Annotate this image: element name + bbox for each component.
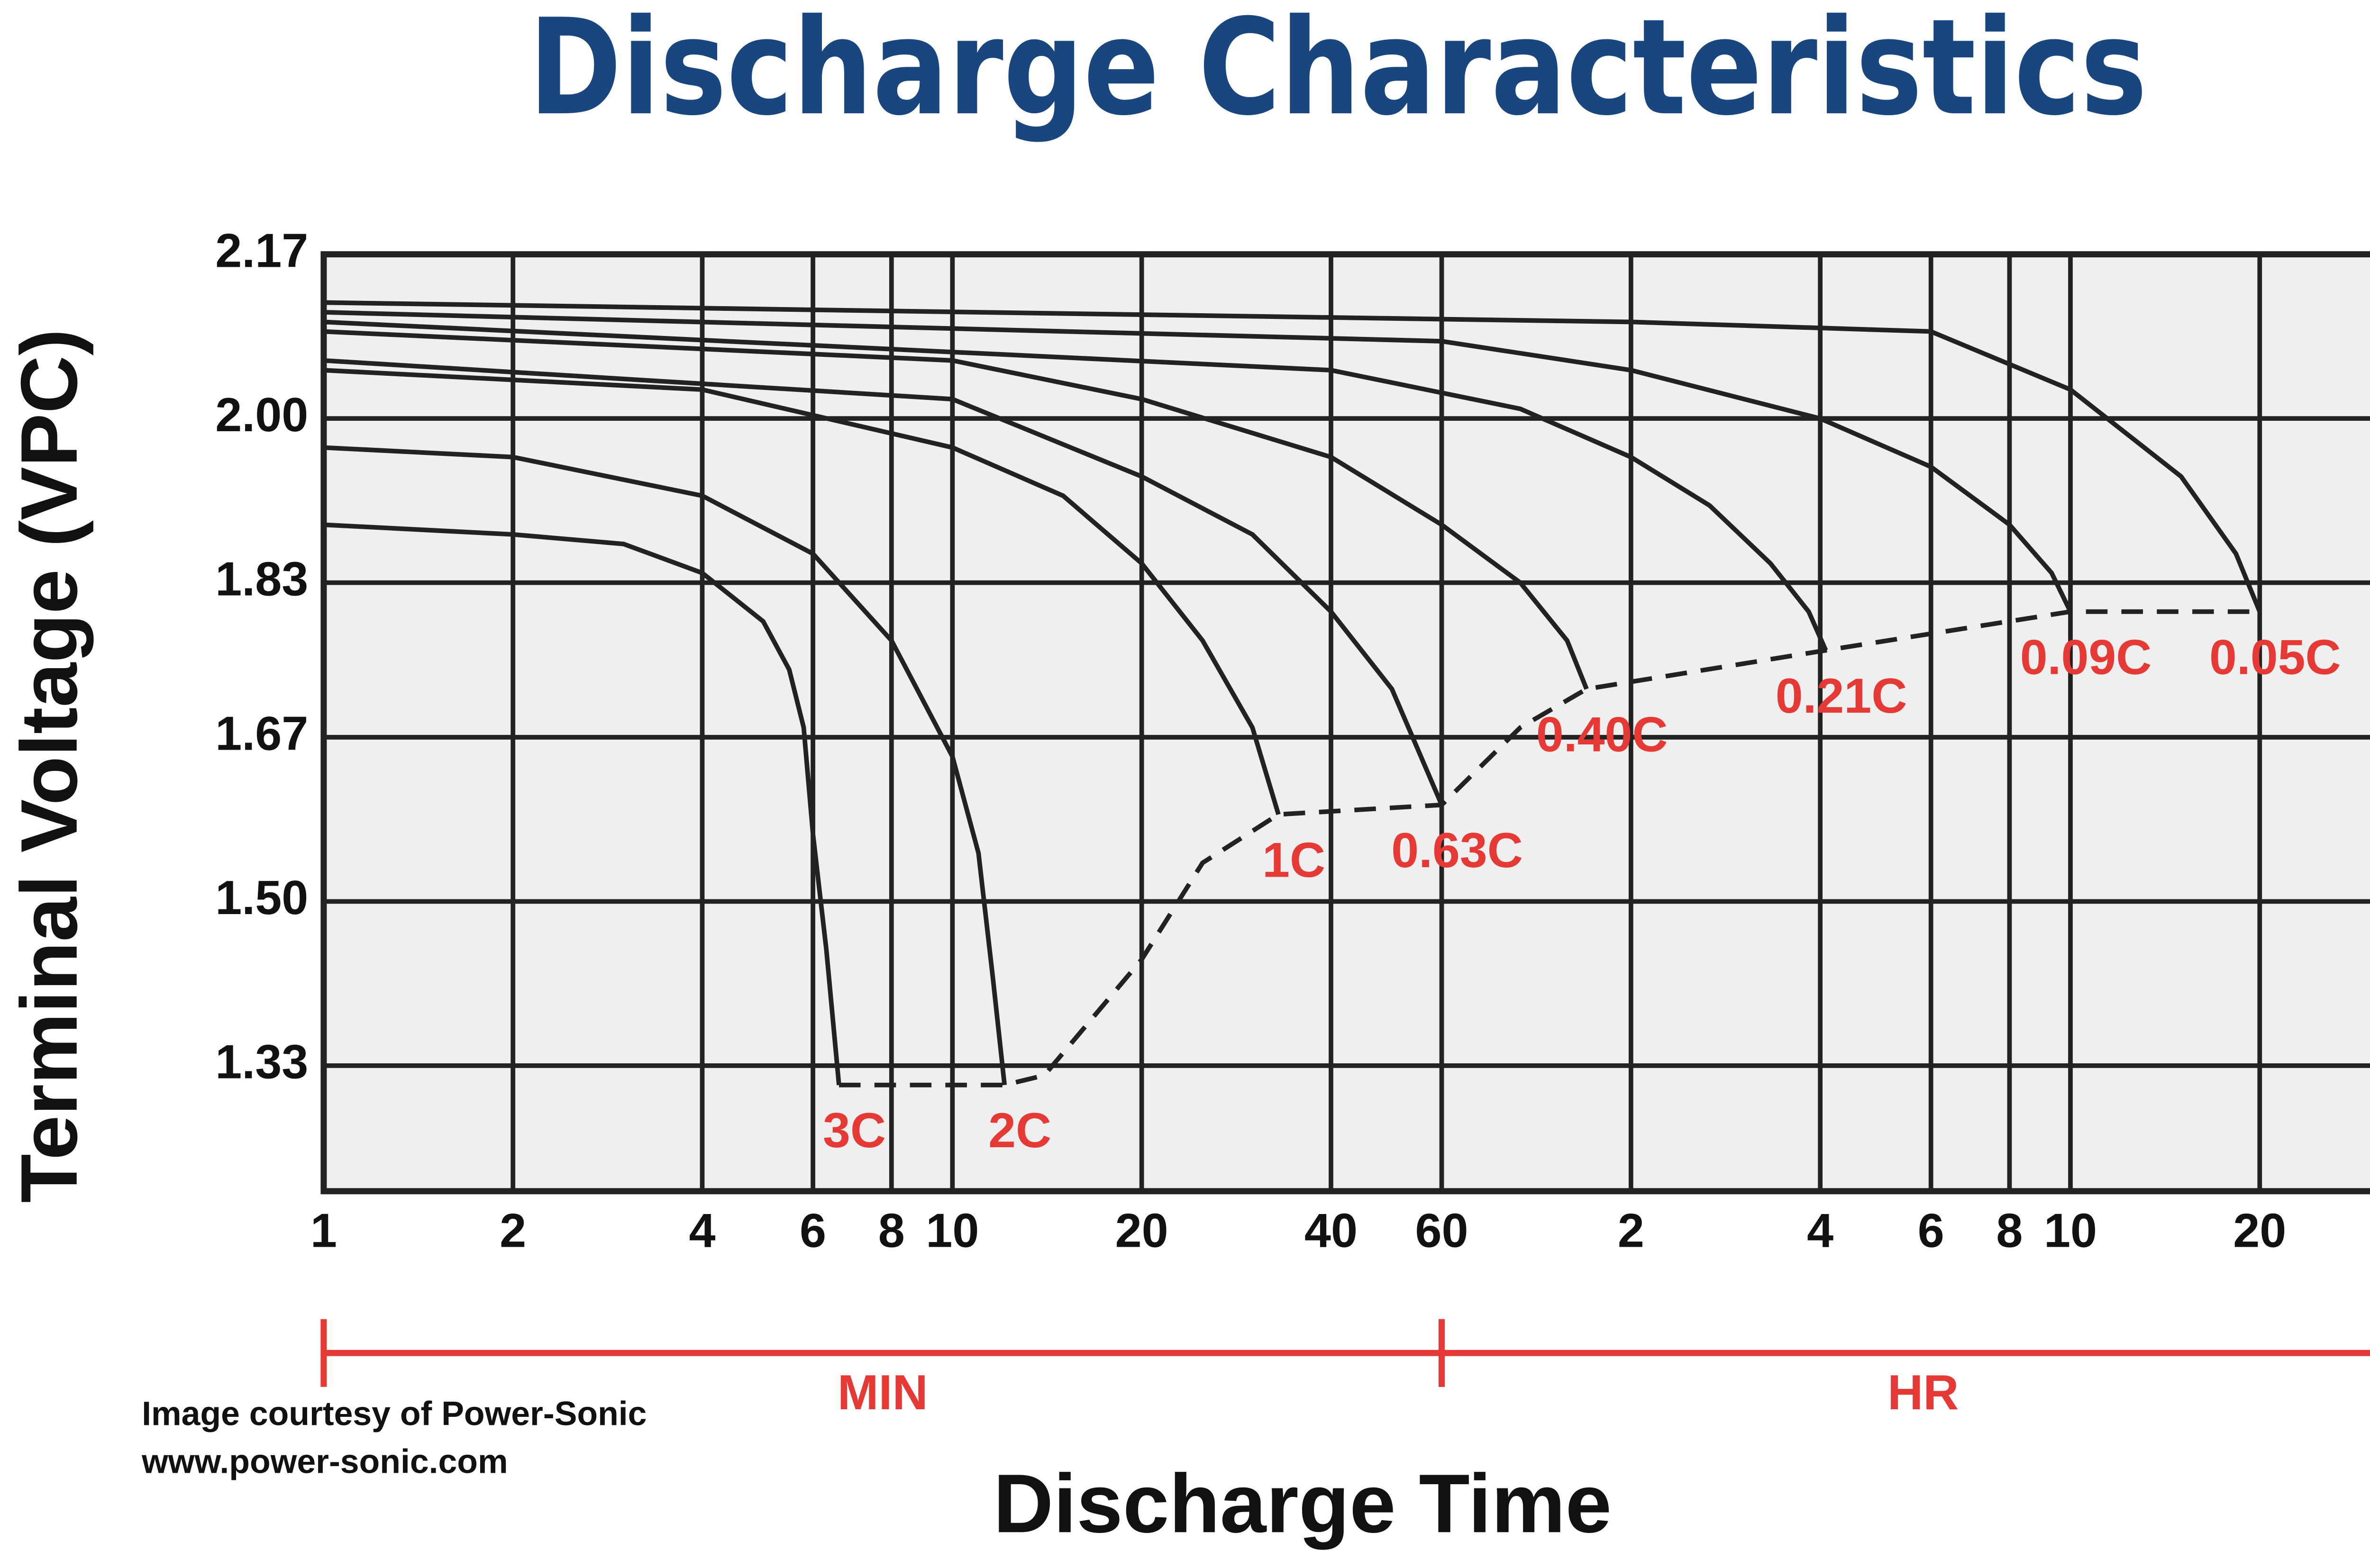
series-label: 1C: [1262, 833, 1325, 888]
line: [323, 300, 2262, 613]
x-tick-label: 20: [1115, 1204, 1168, 1257]
y-tick-label: 1.67: [215, 707, 308, 760]
y-tick-label: 1.33: [215, 1035, 308, 1088]
series-label: 3C: [823, 1103, 886, 1158]
cutoff-line: [839, 609, 2260, 1088]
x-tick-label: 8: [878, 1204, 905, 1257]
x-tick-label: 6: [800, 1204, 826, 1257]
x-tick-label: 6: [1918, 1204, 1944, 1257]
credit: Image courtesy of Power-Sonic: [142, 1395, 647, 1432]
line: [323, 319, 1828, 652]
series-label: 0.40C: [1536, 707, 1668, 762]
line: [323, 329, 1589, 690]
chart-title: Discharge Characteristics: [529, 0, 2147, 145]
series-label: 0.63C: [1391, 823, 1523, 878]
x-tick-label: 20: [2233, 1204, 2286, 1257]
x-tick-label: 2: [1618, 1204, 1644, 1257]
plot-area: [320, 251, 2370, 1195]
credit: www.power-sonic.com: [141, 1442, 508, 1480]
line: [323, 368, 1281, 816]
x-tick-label: 10: [2044, 1204, 2097, 1257]
x-tick-label: 1: [310, 1204, 337, 1257]
line: [323, 358, 1444, 806]
x-tick-label: 4: [1807, 1204, 1833, 1257]
y-axis-title: Terminal Voltage (VPC): [4, 329, 94, 1203]
x-tick-label: 60: [1415, 1204, 1468, 1257]
line: [323, 522, 841, 1086]
x-tick-label: 2: [500, 1204, 526, 1257]
x-tick-label: 4: [689, 1204, 715, 1257]
x-tick-label: 40: [1304, 1204, 1358, 1257]
x-tick-label: 8: [1996, 1204, 2023, 1257]
y-tick-label: 1.50: [215, 871, 308, 924]
range-label: HR: [1887, 1365, 1959, 1420]
x-tick-label: 10: [926, 1204, 979, 1257]
y-tick-label: 2.17: [215, 224, 308, 277]
line: [323, 310, 2073, 613]
x-axis-title: Discharge Time: [994, 1457, 1612, 1550]
range-label: MIN: [838, 1365, 928, 1420]
series-label: 0.09C: [2020, 630, 2152, 685]
series-label: 2C: [988, 1103, 1051, 1158]
y-tick-label: 2.00: [215, 389, 308, 442]
line: [323, 445, 1007, 1086]
series-label: 0.21C: [1776, 669, 1907, 724]
y-tick-label: 1.83: [215, 553, 308, 606]
series-label: 0.05C: [2209, 630, 2341, 685]
